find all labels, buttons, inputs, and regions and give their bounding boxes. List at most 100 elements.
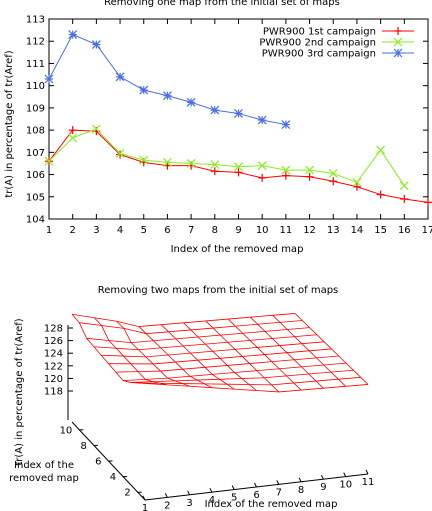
x-tick-mark <box>209 487 213 493</box>
y-tick-label: 10 <box>60 425 73 436</box>
x-tick-mark <box>298 477 302 483</box>
data-point <box>424 198 432 207</box>
series-line-3 <box>48 33 286 126</box>
x-tick-mark <box>164 493 168 498</box>
marker-stroke <box>163 157 172 167</box>
data-point <box>115 149 125 158</box>
chart-title: Removing two maps from the initial set o… <box>98 285 339 296</box>
y-tick-label: 107 <box>26 148 45 159</box>
marker-stroke <box>257 115 267 125</box>
marker-stroke <box>44 156 54 166</box>
marker-stroke <box>257 161 267 171</box>
mesh-line <box>94 317 168 386</box>
data-point <box>281 165 291 175</box>
mesh-line <box>71 313 146 384</box>
mesh-line <box>227 318 302 391</box>
data-point <box>376 190 385 199</box>
data-point <box>281 171 290 180</box>
mesh-line <box>86 327 310 344</box>
data-point <box>376 145 386 155</box>
x-axis-label: Index of the removed map <box>205 499 338 510</box>
y-tick-label: 6 <box>95 457 101 468</box>
x-tick-label: 4 <box>117 225 123 236</box>
mesh-line <box>138 326 213 389</box>
marker-stroke <box>305 165 314 175</box>
y-tick-label: 2 <box>124 488 130 499</box>
legend-marker <box>393 48 403 58</box>
marker-stroke <box>68 133 78 143</box>
data-point <box>44 74 54 84</box>
data-point <box>186 97 196 107</box>
x-tick-mark <box>365 469 369 475</box>
x-tick-label: 8 <box>298 485 304 496</box>
x-tick-label: 7 <box>276 487 282 498</box>
x-tick-label: 3 <box>93 225 99 236</box>
marker-stroke <box>68 30 78 39</box>
data-point <box>234 168 243 177</box>
x-tick-label: 2 <box>70 225 76 236</box>
x-tick-label: 9 <box>320 482 326 493</box>
line-chart: Removing one map from the initial set of… <box>4 0 432 255</box>
x-tick-label: 5 <box>231 493 237 504</box>
y-tick-label: 110 <box>26 81 45 92</box>
x-tick-mark <box>142 495 146 501</box>
x-tick-mark <box>276 480 280 485</box>
marker-stroke <box>91 124 101 134</box>
x-tick-label: 7 <box>188 225 194 236</box>
y-axis-label-line-2: removed map <box>9 473 79 484</box>
marker-stroke <box>163 91 172 101</box>
data-point <box>91 40 101 49</box>
data-point <box>329 177 338 186</box>
legend-label: PWR900 3rd campaign <box>262 49 376 60</box>
x-tick-label: 1 <box>142 503 148 511</box>
marker-stroke <box>393 37 403 47</box>
x-tick-mark <box>231 485 235 490</box>
y-tick-label: 113 <box>26 15 45 26</box>
marker-stroke <box>115 149 125 158</box>
data-point <box>258 173 267 182</box>
data-point <box>68 30 78 39</box>
x-tick-label: 14 <box>351 225 364 236</box>
marker-stroke <box>393 48 403 58</box>
x-tick-label: 17 <box>422 225 432 236</box>
mesh-line <box>116 320 190 387</box>
y-tick-label: 109 <box>26 103 45 114</box>
marker-stroke <box>91 40 101 49</box>
mesh-line <box>272 315 346 387</box>
data-point <box>139 155 149 165</box>
y-tick-label: 105 <box>26 192 45 203</box>
marker-stroke <box>376 145 386 155</box>
z-tick-label: 128 <box>44 324 63 335</box>
x-tick-mark <box>320 474 324 480</box>
marker-stroke <box>352 177 362 187</box>
axes: 1 2 3 4 5 6 7 8 9 10 11 12 13 14 15 16 17104105106107108… <box>26 15 432 237</box>
x-tick-label: 11 <box>280 225 293 236</box>
marker-stroke <box>44 74 54 84</box>
x-tick-mark <box>254 482 257 488</box>
x-tick-label: 16 <box>398 225 411 236</box>
x-axis-label: Index of the removed map <box>171 244 304 255</box>
surface-mesh <box>71 313 369 393</box>
marker-stroke <box>115 72 125 82</box>
marker-stroke <box>234 109 243 118</box>
x-tick-label: 15 <box>374 225 387 236</box>
data-point <box>352 177 362 187</box>
data-point <box>210 167 219 176</box>
data-point <box>115 72 125 82</box>
data-point <box>210 105 220 115</box>
marker-stroke <box>328 169 338 178</box>
z-tick-label: 118 <box>44 387 63 398</box>
x-tick-label: 1 <box>46 225 52 236</box>
marker-stroke <box>210 105 220 115</box>
data-point <box>163 157 172 167</box>
marker-stroke <box>281 120 291 129</box>
mesh-line <box>71 313 296 327</box>
data-point <box>186 159 196 168</box>
z-tick-label: 126 <box>44 336 63 347</box>
series-line-2 <box>48 128 405 186</box>
data-point <box>234 162 243 172</box>
y-axis-label: tr(A) in percentage of tr(Aref) <box>4 50 15 197</box>
legend-label: PWR900 1st campaign <box>263 27 376 38</box>
